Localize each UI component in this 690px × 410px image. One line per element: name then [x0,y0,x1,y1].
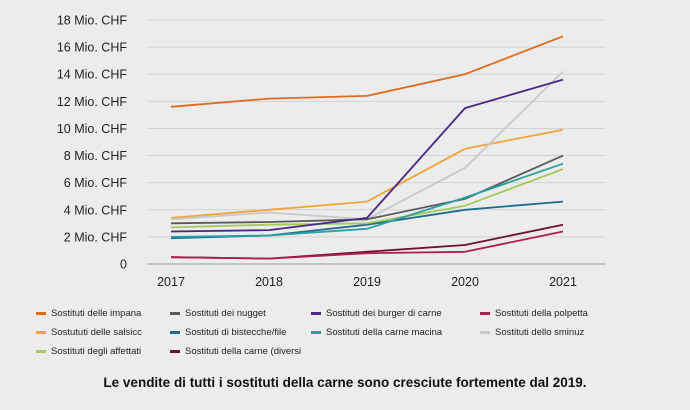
y-tick-label: 12 Mio. CHF [57,95,128,109]
series-line [170,168,564,229]
y-tick-label: 0 [120,258,127,272]
legend-swatch [36,330,46,334]
series-line [170,128,564,219]
legend-item: Sostituti dei burger di carne [311,306,480,320]
legend-item: Sostituti di bistecche/file [170,325,311,339]
legend-swatch [311,311,321,315]
series-line [170,78,564,233]
legend-swatch [170,330,180,334]
legend-item: Sostituti delle impana [36,306,170,320]
legend-label: Sostituti di bistecche/file [185,326,287,338]
y-tick-label: 4 Mio. CHF [64,203,128,217]
x-tick-label: 2020 [451,275,479,289]
y-tick-label: 8 Mio. CHF [64,149,128,163]
gridlines [148,19,605,265]
y-tick-label: 2 Mio. CHF [64,230,128,244]
legend-item: Sostituti dei nugget [170,306,311,320]
y-tick-label: 10 Mio. CHF [57,122,128,136]
legend-label: Sostituti della polpetta [495,307,588,319]
legend-item: Sostituti della polpetta [480,306,620,320]
legend: Sostituti delle impana Sostituti dei nugg… [36,306,636,358]
x-tick-label: 2017 [157,275,185,289]
legend-swatch [170,349,180,353]
legend-swatch [480,311,490,315]
x-tick-label: 2019 [353,275,381,289]
line-chart: 0 2 Mio. CHF 4 Mio. CHF 6 Mio. CHF 8 Mio. CH… [57,14,605,289]
y-tick-label: 16 Mio. CHF [57,41,128,55]
legend-label: Sostututi delle salsicc [51,326,142,338]
x-tick-label: 2018 [255,275,283,289]
legend-label: Sostituti dello sminuz [495,326,585,338]
legend-label: Sostituti della carne macina [326,326,443,338]
series-line [170,230,564,260]
legend-label: Sostituti degli affettati [51,345,142,357]
legend-swatch [311,330,321,334]
legend-label: Sostituti dei burger di carne [326,307,442,319]
y-tick-label: 6 Mio. CHF [64,176,128,190]
legend-swatch [480,330,490,334]
y-tick-label: 14 Mio. CHF [57,68,128,82]
chart-caption: Le vendite di tutti i sostituti della ca… [103,375,587,390]
legend-swatch [36,311,46,315]
y-tick-label: 18 Mio. CHF [57,14,128,28]
series-line [170,162,564,238]
legend-label: Sostituti dei nugget [185,307,266,319]
legend-item: Sostututi delle salsicc [36,325,170,339]
legend-swatch [170,311,180,315]
legend-item: Sostituti dello sminuz [480,325,620,339]
legend-item: Sostituti degli affettati [36,344,170,358]
series-lines [170,35,564,260]
y-axis-ticks: 0 2 Mio. CHF 4 Mio. CHF 6 Mio. CHF 8 Mio. CH… [57,14,128,272]
legend-item: Sostituti della carne macina [311,325,480,339]
legend-label: Sostituti delle impana [51,307,142,319]
x-tick-label: 2021 [549,275,577,289]
x-axis-ticks: 2017 2018 2019 2020 2021 [157,275,577,289]
series-line [170,154,564,225]
series-line [170,70,564,221]
series-line [170,35,564,108]
legend-swatch [36,349,46,353]
legend-item: Sostituti della carne (diversi [170,344,311,358]
legend-label: Sostituti della carne (diversi [185,345,302,357]
